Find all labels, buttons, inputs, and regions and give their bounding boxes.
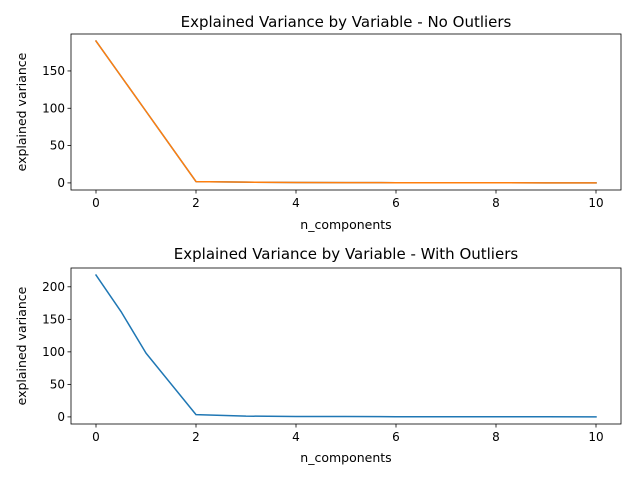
series-line-0 [94,274,597,418]
x-axis-label: n_components [300,217,391,232]
x-axis-ticks: 0 2 4 6 8 10 [92,190,604,210]
x-axis-label: n_components [300,450,391,465]
y-axis-label: explained variance [14,286,29,405]
y-tick-label: 150 [42,64,65,78]
x-tick-label: 4 [292,430,300,444]
y-tick-label: 150 [42,312,65,326]
series-line-1 [94,40,597,184]
x-tick-label: 10 [588,196,603,210]
plot-frame [70,33,622,191]
series-group [94,40,597,184]
y-tick-label: 200 [42,280,65,294]
x-tick-label: 10 [588,430,603,444]
y-tick-label: 50 [50,139,65,153]
x-tick-label: 6 [392,430,400,444]
x-tick-label: 4 [292,196,300,210]
y-axis-ticks: 0 50 100 150 200 [42,280,71,424]
y-axis-ticks: 0 50 100 150 [42,64,71,190]
y-tick-label: 0 [57,410,65,424]
chart-title: Explained Variance by Variable - No Outl… [181,13,512,31]
plot-frame [70,267,622,425]
x-tick-label: 6 [392,196,400,210]
y-tick-label: 0 [57,176,65,190]
y-tick-label: 50 [50,377,65,391]
subplot-with-outliers: Explained Variance by Variable - With Ou… [14,245,622,465]
x-axis-ticks: 0 2 4 6 8 10 [92,424,604,444]
x-tick-label: 0 [92,196,100,210]
y-axis-label: explained variance [14,52,29,171]
chart-title: Explained Variance by Variable - With Ou… [174,245,519,263]
subplot-no-outliers: Explained Variance by Variable - No Outl… [14,13,622,232]
x-tick-label: 8 [492,430,500,444]
x-tick-label: 8 [492,196,500,210]
y-tick-label: 100 [42,101,65,115]
series-group [94,274,597,418]
x-tick-label: 0 [92,430,100,444]
y-tick-label: 100 [42,345,65,359]
series-line-0 [94,40,597,184]
x-tick-label: 2 [192,430,200,444]
x-tick-label: 2 [192,196,200,210]
